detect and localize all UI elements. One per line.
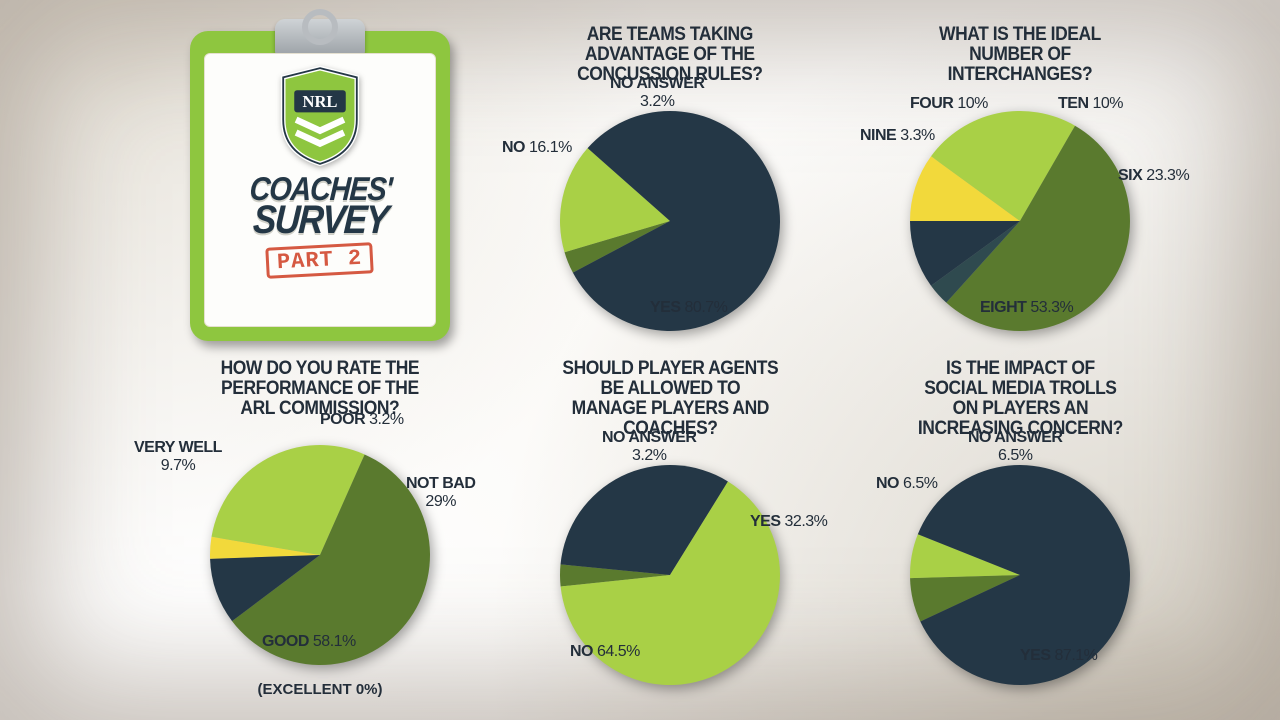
slice-label: NINE3.3%	[860, 127, 935, 145]
slice-label: NOT BAD29%	[406, 475, 475, 511]
pie-wrap: NO ANSWER3.2%YES32.3%NO64.5%	[540, 443, 800, 703]
slice-label: YES87.1%	[1020, 647, 1097, 665]
nrl-shield-icon: NRL	[274, 64, 366, 168]
slice-label: NO ANSWER6.5%	[968, 429, 1062, 465]
title-survey: SURVEY	[252, 198, 389, 243]
chart-social-media: IS THE IMPACT OFSOCIAL MEDIA TROLLSON PL…	[860, 359, 1180, 703]
pie-wrap: POOR3.2%NOT BAD29%GOOD58.1%VERY WELL9.7%	[190, 423, 450, 683]
clipboard-cell: NRL COACHES' SURVEY PART 2	[160, 25, 480, 349]
pie-wrap: NO ANSWER6.5%NO6.5%YES87.1%	[890, 443, 1150, 703]
svg-text:NRL: NRL	[303, 92, 338, 111]
clipboard: NRL COACHES' SURVEY PART 2	[190, 31, 450, 341]
slice-label: GOOD58.1%	[262, 633, 356, 651]
slice-label: POOR3.2%	[320, 411, 404, 429]
chart-player-agents: SHOULD PLAYER AGENTSBE ALLOWED TOMANAGE …	[510, 359, 830, 703]
slice-label: NO16.1%	[502, 139, 572, 157]
slice-label: NO ANSWER3.2%	[610, 75, 704, 111]
chart-interchanges: WHAT IS THE IDEALNUMBER OFINTERCHANGES?T…	[860, 25, 1180, 349]
pie-wrap: TEN10%SIX23.3%EIGHT53.3%NINE3.3%FOUR10%	[890, 89, 1150, 349]
slice-label: VERY WELL9.7%	[134, 439, 222, 475]
slice-label: TEN10%	[1058, 95, 1123, 113]
slice-label: YES80.7%	[650, 299, 727, 317]
slice-label: FOUR10%	[910, 95, 988, 113]
slice-label: EIGHT53.3%	[980, 299, 1073, 317]
chart-question: SHOULD PLAYER AGENTSBE ALLOWED TOMANAGE …	[562, 359, 778, 439]
chart-question: IS THE IMPACT OFSOCIAL MEDIA TROLLSON PL…	[918, 359, 1123, 439]
chart-concussion: ARE TEAMS TAKINGADVANTAGE OF THECONCUSSI…	[510, 25, 830, 349]
pie-wrap: NO ANSWER3.2%NO16.1%YES80.7%	[540, 89, 800, 349]
slice-label: SIX23.3%	[1118, 167, 1189, 185]
slice-label: NO64.5%	[570, 643, 640, 661]
slice-label: YES32.3%	[750, 513, 827, 531]
infographic-grid: NRL COACHES' SURVEY PART 2 ARE TEAMS TAK…	[160, 25, 1180, 695]
clipboard-paper: NRL COACHES' SURVEY PART 2	[204, 53, 436, 327]
clipboard-clip-icon	[275, 19, 365, 57]
slice-label: NO ANSWER3.2%	[602, 429, 696, 465]
part-stamp: PART 2	[266, 242, 375, 279]
pie-chart	[540, 443, 800, 703]
chart-arl-rating: HOW DO YOU RATE THEPERFORMANCE OF THEARL…	[160, 359, 480, 703]
slice-label: NO6.5%	[876, 475, 937, 493]
chart-footnote: (EXCELLENT 0%)	[257, 681, 382, 698]
chart-question: WHAT IS THE IDEALNUMBER OFINTERCHANGES?	[939, 25, 1101, 85]
